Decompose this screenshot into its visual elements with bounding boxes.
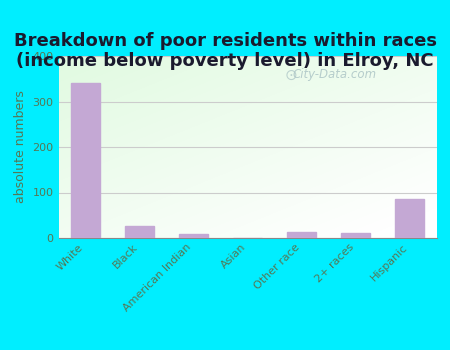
Bar: [287, 232, 316, 238]
Bar: [125, 226, 154, 238]
Text: Breakdown of poor residents within races
(income below poverty level) in Elroy, : Breakdown of poor residents within races…: [14, 32, 436, 70]
Bar: [179, 234, 208, 238]
Bar: [71, 83, 100, 238]
Y-axis label: absolute numbers: absolute numbers: [14, 91, 27, 203]
Bar: [341, 233, 370, 238]
Text: City-Data.com: City-Data.com: [292, 68, 377, 81]
Bar: [395, 199, 424, 238]
Text: ⊙: ⊙: [284, 68, 297, 83]
